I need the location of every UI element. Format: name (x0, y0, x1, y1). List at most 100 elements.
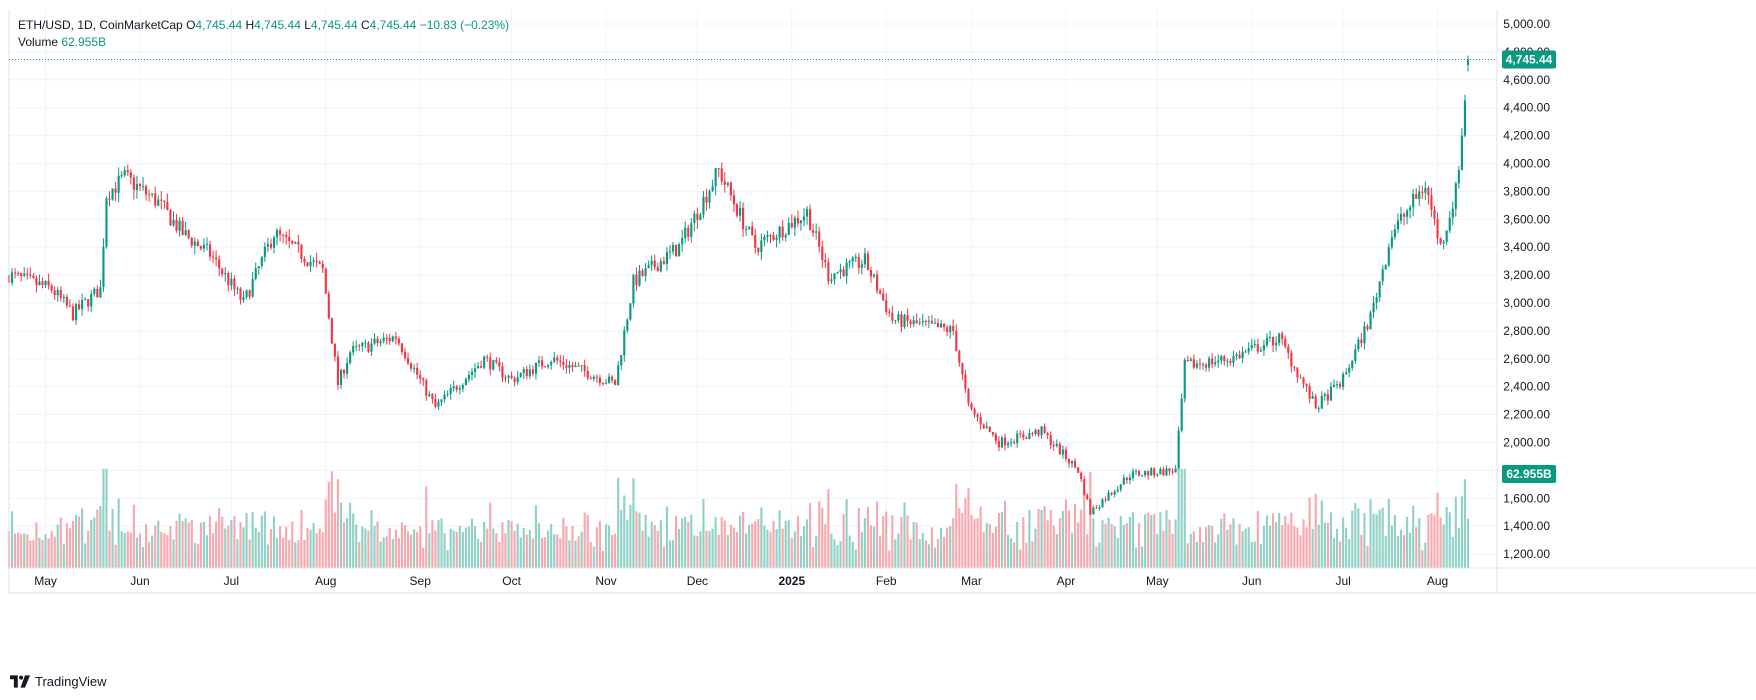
legend-volume-label[interactable]: Volume (18, 35, 59, 49)
candle-body (927, 320, 930, 322)
volume-bar (665, 506, 668, 568)
candle-body (260, 257, 263, 267)
candle-body (84, 299, 87, 301)
volume-bar (991, 532, 994, 568)
candle-body (1217, 360, 1220, 363)
volume-bar (306, 527, 309, 568)
volume-bar (714, 517, 717, 568)
volume-bar (1326, 522, 1329, 568)
time-axis[interactable]: May Jun Jul Aug Sep Oct Nov Dec 2025 Feb Mar Apr May… (34, 574, 1448, 588)
candle-body (1271, 336, 1275, 346)
volume-bar (516, 523, 519, 568)
candle-body (90, 293, 93, 307)
candle-body (400, 343, 403, 352)
candle-body (763, 236, 766, 241)
candle-body (68, 305, 71, 307)
volume-bar (425, 486, 428, 568)
volume-bar (854, 549, 857, 568)
volume-bar (56, 524, 59, 568)
volume-bar (446, 550, 449, 568)
candle-body (821, 246, 824, 261)
volume-bar (1256, 511, 1259, 568)
candle-body (772, 235, 775, 240)
volume-bar (522, 527, 525, 568)
candle-body (23, 273, 26, 276)
volume-bar (1348, 539, 1351, 568)
candle-body (1019, 433, 1022, 435)
candle-body (358, 345, 361, 347)
candle-body (315, 260, 318, 262)
volume-bar (1016, 522, 1019, 568)
candle-body (1247, 348, 1250, 352)
volume-bar (257, 532, 260, 568)
volume-bar (148, 542, 151, 568)
volume-bar (464, 527, 467, 568)
volume-bar (1463, 479, 1467, 568)
volume-bar (872, 526, 876, 568)
volume-bar (1019, 549, 1022, 568)
volume-bar (452, 530, 455, 568)
legend-interval[interactable]: 1D (77, 18, 93, 32)
candle-body (239, 288, 242, 301)
volume-bar (102, 468, 105, 568)
candle-body (1366, 326, 1369, 330)
candle-body (227, 273, 230, 286)
volume-bar (498, 541, 501, 568)
price-tick-label: 3,600.00 (1503, 212, 1550, 226)
volume-bar (1296, 527, 1299, 568)
volume-bar (833, 539, 836, 568)
tradingview-attribution[interactable]: TradingView (10, 674, 107, 689)
volume-bar (1265, 515, 1269, 568)
volume-bar (208, 515, 212, 568)
volume-bar (458, 525, 461, 568)
volume-bar (126, 531, 129, 568)
candle-body (1122, 477, 1125, 485)
volume-bar (970, 514, 973, 568)
candle-body (504, 377, 507, 379)
price-tick-label: 4,400.00 (1503, 101, 1550, 115)
volume-bar (1083, 488, 1086, 568)
volume-bar (1006, 534, 1010, 568)
candle-body (830, 279, 833, 282)
candle-body (1262, 345, 1265, 351)
volume-bar (489, 502, 492, 568)
time-tick-label: Apr (1057, 574, 1076, 588)
candle-body (693, 213, 696, 224)
volume-bar (32, 539, 35, 568)
candle-body (291, 241, 294, 244)
candle-body (1074, 461, 1077, 468)
candle-body (839, 269, 842, 273)
volume-bar (617, 477, 620, 568)
candle-body (41, 281, 44, 286)
candle-body (1418, 191, 1421, 199)
volume-bar (726, 534, 729, 568)
volume-bar (239, 522, 242, 568)
price-tick-label: 1,200.00 (1503, 547, 1550, 561)
tradingview-brand-text: TradingView (35, 674, 107, 689)
time-tick-label: Jul (224, 574, 239, 588)
legend-symbol[interactable]: ETH/USD (18, 18, 71, 32)
volume-bar (1345, 527, 1348, 568)
time-tick-label: Feb (876, 574, 897, 588)
candle-body (1107, 492, 1110, 501)
candle-body (135, 184, 138, 190)
candle-body (263, 246, 266, 258)
price-axis[interactable]: 1,200.001,400.001,600.001,800.002,000.00… (1503, 17, 1550, 561)
candle-body (1351, 360, 1354, 368)
volume-bar (1406, 516, 1409, 568)
volume-bar (607, 525, 611, 568)
candle-body (522, 369, 525, 373)
candle-body (1098, 507, 1101, 509)
last-volume-badge (1502, 465, 1556, 483)
legend-change-value: −10.83 (−0.23%) (419, 18, 510, 32)
volume-bar (580, 531, 583, 568)
candle-body (952, 325, 955, 331)
candle-body (1153, 468, 1156, 476)
volume-bar (1262, 525, 1265, 568)
volume-bar (196, 543, 199, 568)
volume-bar (678, 529, 681, 568)
candle-body (1150, 468, 1153, 476)
last-price-badge-label: 4,745.44 (1506, 52, 1553, 66)
candle-body (735, 204, 739, 216)
